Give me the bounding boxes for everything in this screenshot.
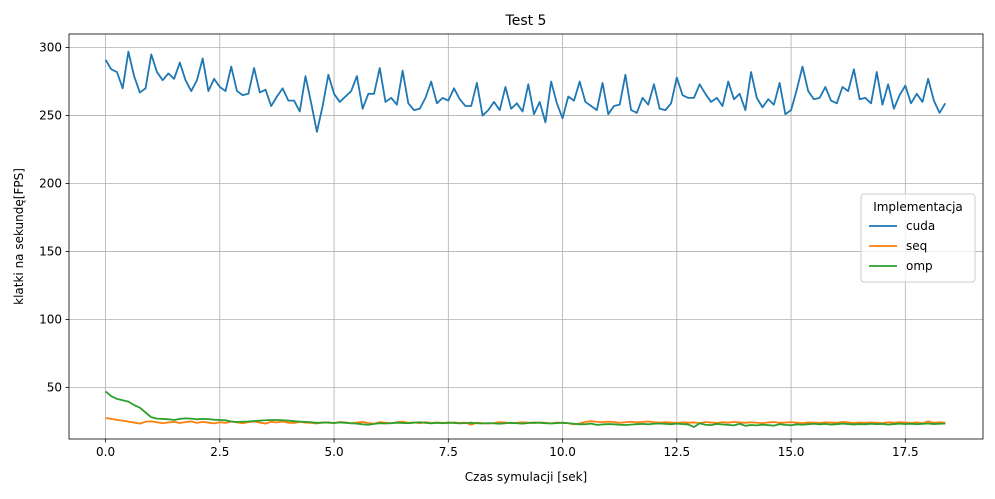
x-tick-label: 5.0 [325, 445, 344, 459]
series-line-omp [104, 390, 946, 428]
chart-title: Test 5 [505, 13, 547, 29]
plot-frame [68, 33, 984, 440]
series-layer [104, 50, 947, 428]
y-tick-label: 250 [39, 109, 62, 123]
legend-label-omp: omp [906, 259, 933, 273]
x-tick-label: 7.5 [439, 445, 458, 459]
y-axis-label: klatki na sekundę[FPS] [12, 168, 26, 305]
y-tick-label: 200 [39, 176, 62, 190]
x-axis-label: Czas symulacji [sek] [465, 470, 587, 484]
y-tick-label: 50 [47, 380, 62, 394]
legend: Implementacja cuda seq omp [860, 193, 976, 283]
x-tick-label: 2.5 [210, 445, 229, 459]
legend-title: Implementacja [873, 200, 963, 214]
x-tick-label: 15.0 [778, 445, 805, 459]
legend-label-cuda: cuda [906, 219, 935, 233]
grid [69, 34, 983, 439]
x-tick-label: 17.5 [892, 445, 919, 459]
y-axis: 50 100 150 200 250 300 [39, 41, 69, 394]
x-tick-label: 10.0 [549, 445, 576, 459]
y-tick-label: 150 [39, 244, 62, 258]
legend-label-seq: seq [906, 239, 927, 253]
y-tick-label: 300 [39, 41, 62, 55]
legend-box [860, 193, 976, 283]
x-axis: 0.0 2.5 5.0 7.5 10.0 12.5 15.0 17.5 [96, 439, 919, 459]
legend-entries: cuda seq omp [869, 219, 935, 273]
x-tick-label: 12.5 [663, 445, 690, 459]
y-tick-label: 100 [39, 312, 62, 326]
series-line-cuda [104, 50, 947, 133]
x-tick-label: 0.0 [96, 445, 115, 459]
